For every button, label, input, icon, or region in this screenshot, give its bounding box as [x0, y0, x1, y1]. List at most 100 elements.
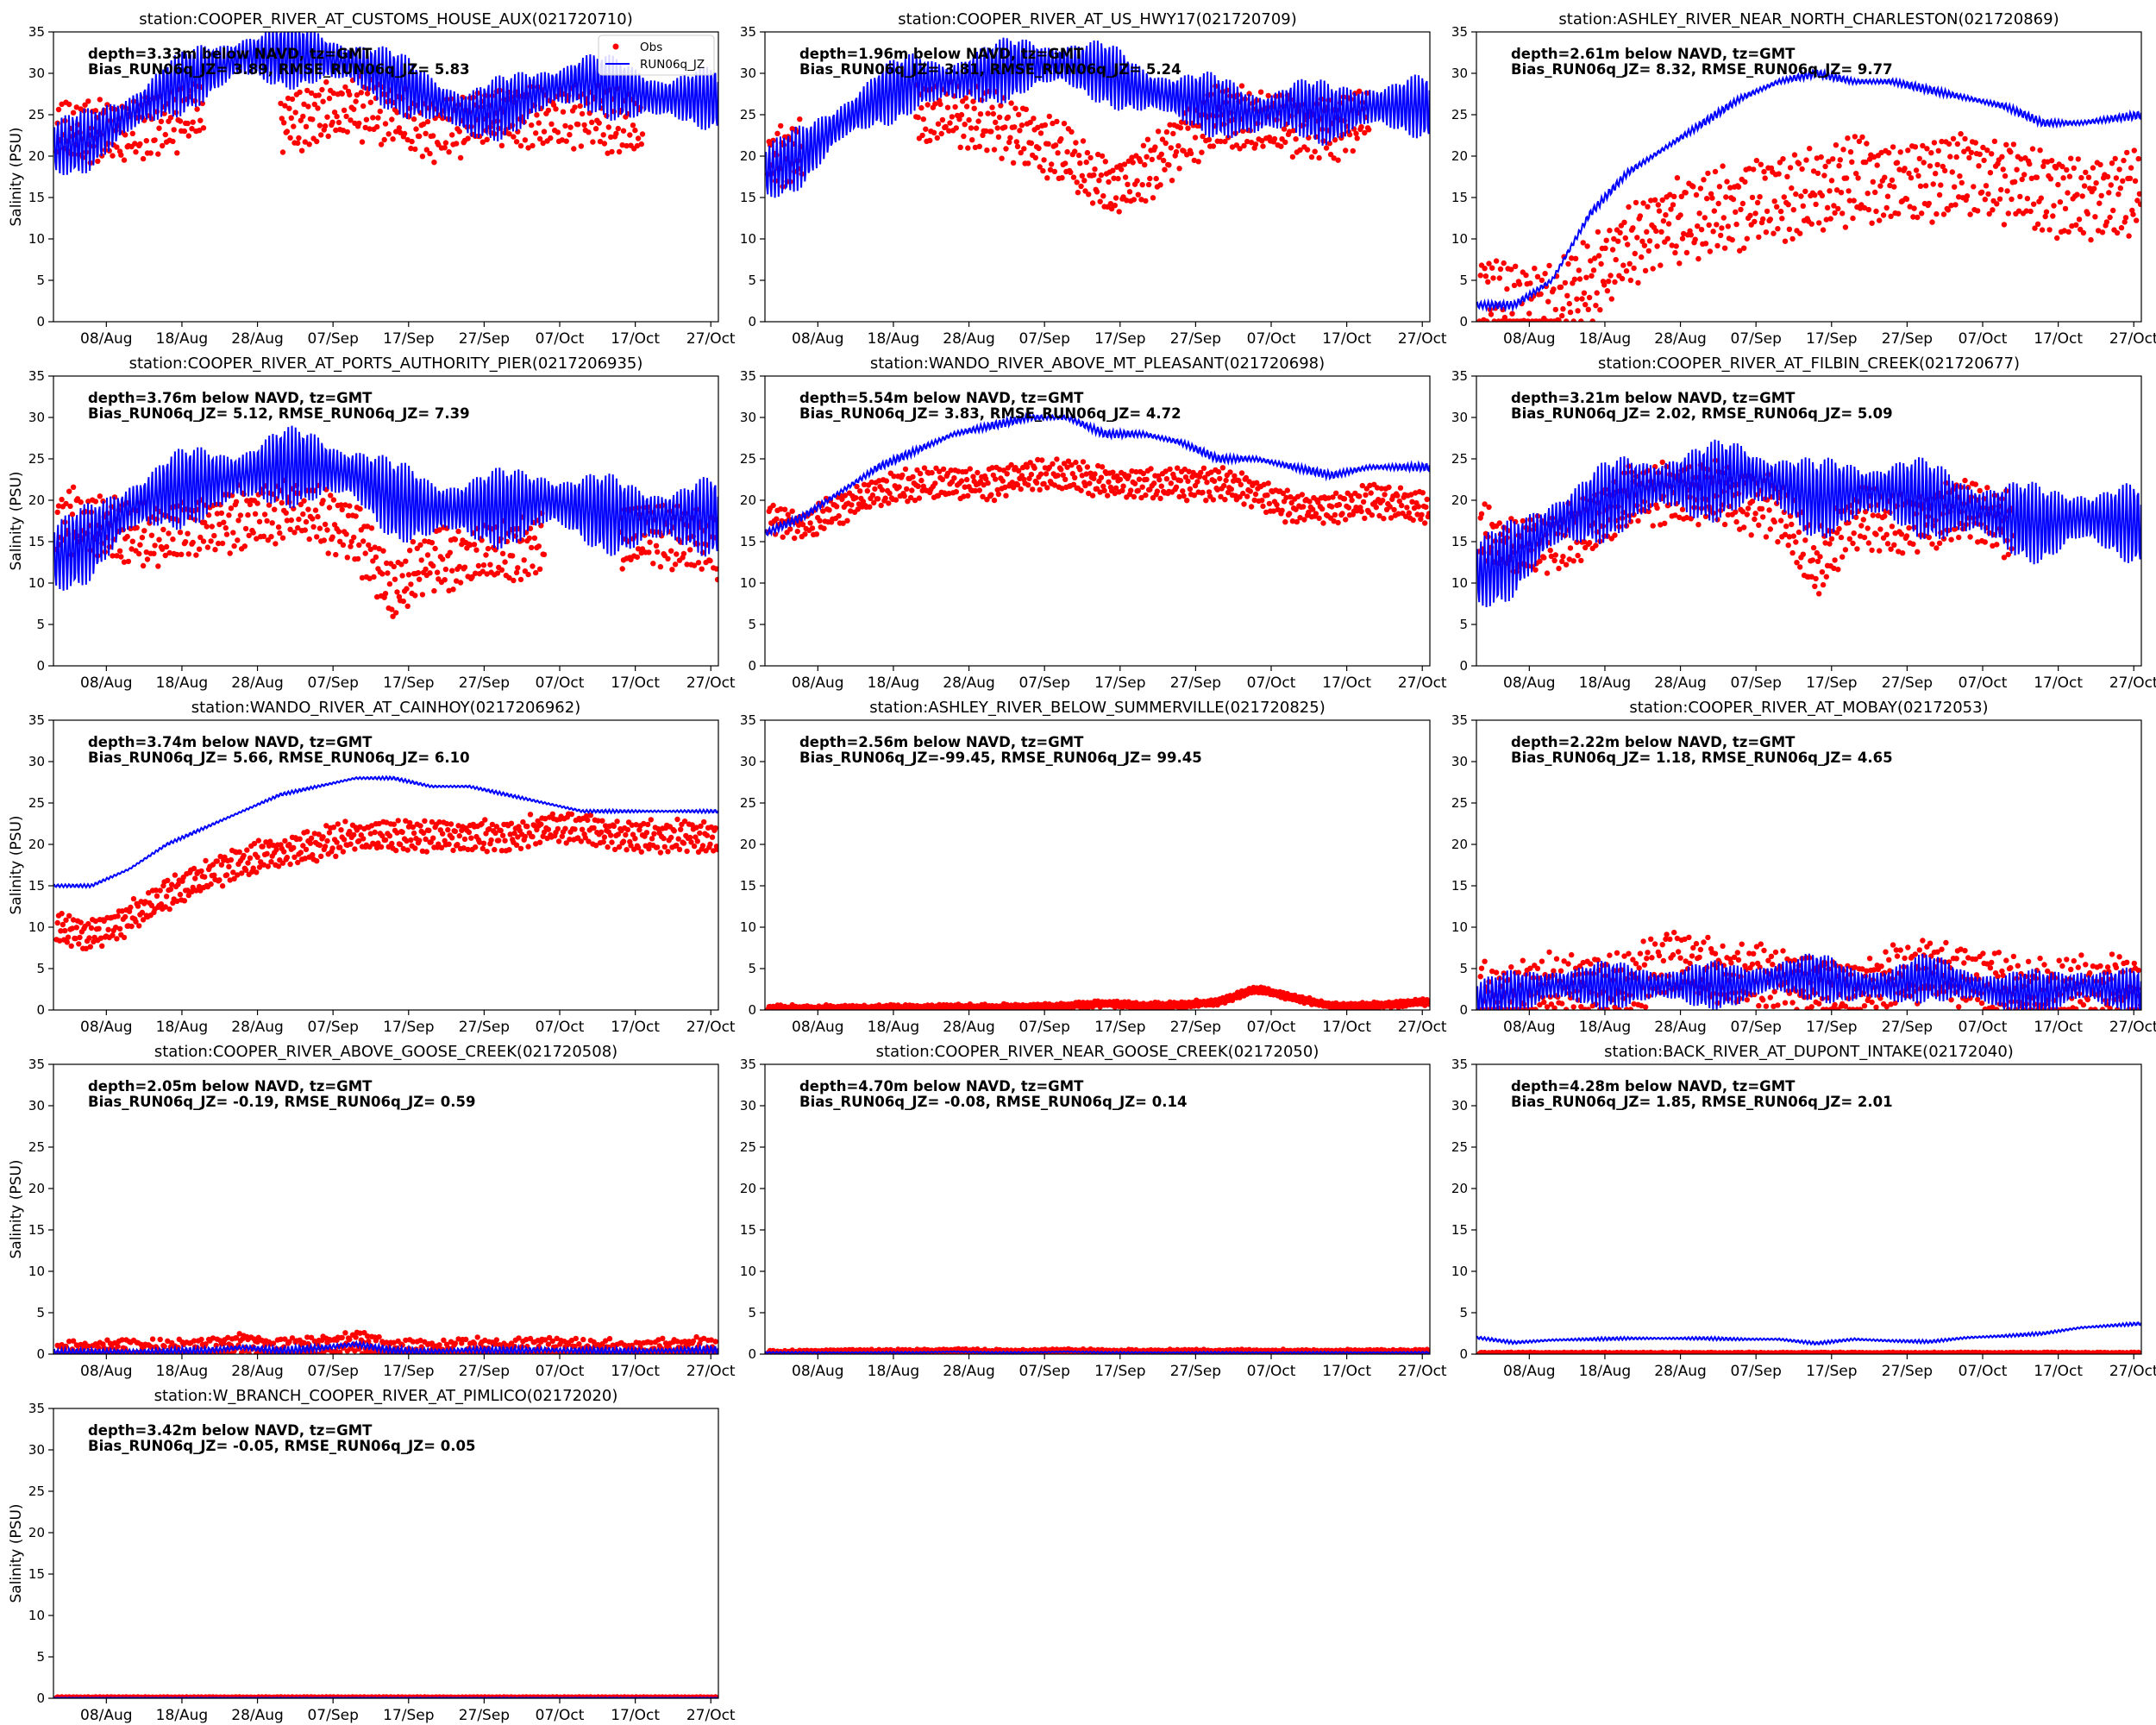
obs-point [436, 527, 442, 533]
obs-point [133, 149, 139, 155]
obs-point [1985, 191, 1991, 198]
obs-point [1388, 515, 1395, 521]
obs-point [1025, 482, 1031, 488]
obs-point [303, 123, 310, 129]
obs-point [1631, 265, 1637, 272]
obs-point [1621, 953, 1627, 959]
obs-point [2091, 185, 2097, 191]
obs-point [1327, 151, 1334, 158]
obs-point [418, 557, 424, 563]
obs-point [1830, 156, 1836, 162]
obs-point [648, 817, 654, 823]
obs-point [1248, 504, 1255, 510]
y-tick-label: 35 [1451, 24, 1468, 40]
obs-point [1645, 204, 1651, 210]
obs-point [374, 123, 380, 130]
obs-point [2012, 179, 2018, 185]
obs-point [661, 844, 667, 850]
obs-point [1054, 456, 1060, 462]
obs-point [113, 925, 119, 931]
obs-point [348, 538, 354, 545]
x-tick-label: 07/Sep [1018, 674, 1069, 692]
obs-series [765, 456, 1430, 542]
obs-point [298, 850, 304, 856]
obs-point [1478, 511, 1485, 517]
obs-point [1354, 135, 1360, 141]
obs-point [1928, 150, 1934, 156]
obs-point [1508, 964, 1514, 970]
x-tick-label: 17/Oct [1322, 1019, 1371, 1036]
obs-point [1877, 526, 1883, 532]
obs-point [976, 143, 983, 149]
x-tick-label: 07/Oct [1959, 674, 2008, 692]
annotation-depth: depth=3.74m below NAVD, tz=GMT [88, 734, 373, 750]
obs-point [1553, 956, 1560, 962]
obs-point [1796, 529, 1802, 536]
obs-point [1968, 149, 1975, 156]
obs-point [185, 892, 191, 899]
obs-point [142, 899, 148, 905]
obs-point [1667, 191, 1673, 198]
y-tick-label: 0 [36, 1002, 45, 1018]
obs-point [298, 501, 304, 508]
obs-point [1058, 135, 1064, 142]
obs-point [1586, 540, 1593, 546]
x-tick-label: 07/Oct [1247, 674, 1296, 692]
obs-point [555, 838, 562, 844]
obs-point [632, 127, 638, 134]
obs-point [197, 534, 204, 541]
obs-point [314, 858, 320, 864]
obs-point [295, 859, 301, 866]
obs-point [2096, 200, 2103, 206]
obs-point [1976, 163, 1982, 169]
obs-point [171, 127, 177, 133]
obs-point [2018, 156, 2024, 162]
obs-point [542, 816, 548, 822]
obs-point [1343, 517, 1349, 523]
obs-point [1556, 565, 1562, 572]
obs-point [714, 846, 718, 852]
obs-point [1595, 253, 1602, 259]
obs-point [189, 888, 195, 895]
obs-point [1623, 268, 1630, 274]
obs-point [1874, 162, 1880, 168]
obs-point [1210, 497, 1217, 503]
obs-point [305, 506, 311, 512]
x-tick-label: 28/Aug [231, 330, 284, 348]
obs-point [969, 137, 975, 143]
obs-point [1408, 492, 1414, 498]
obs-point [1846, 519, 1852, 526]
obs-point [1306, 509, 1312, 516]
obs-point [288, 115, 294, 121]
obs-point [2047, 176, 2054, 182]
obs-point [938, 130, 944, 137]
obs-point [1181, 492, 1187, 499]
obs-point [633, 822, 639, 828]
obs-point [285, 95, 291, 102]
obs-point [1087, 480, 1093, 486]
obs-point [353, 513, 359, 519]
x-tick-label: 17/Sep [1094, 1019, 1145, 1036]
obs-point [1742, 179, 1748, 185]
obs-point [882, 495, 888, 501]
obs-point [1758, 161, 1764, 167]
obs-point [408, 581, 414, 587]
obs-point [1189, 474, 1195, 480]
obs-point [221, 519, 227, 525]
obs-point [1695, 522, 1702, 528]
obs-point [785, 511, 791, 518]
x-tick-label: 18/Aug [868, 1019, 920, 1036]
obs-point [1855, 175, 1861, 181]
obs-point [1378, 486, 1385, 492]
obs-point [579, 110, 586, 117]
obs-point [713, 566, 718, 572]
obs-point [840, 520, 846, 526]
obs-point [609, 839, 615, 845]
obs-point [1837, 157, 1843, 163]
obs-point [1872, 189, 1878, 196]
obs-point [714, 576, 718, 583]
obs-point [1794, 560, 1800, 566]
obs-point [1889, 524, 1896, 530]
obs-point [2068, 155, 2074, 161]
obs-point [189, 126, 195, 132]
